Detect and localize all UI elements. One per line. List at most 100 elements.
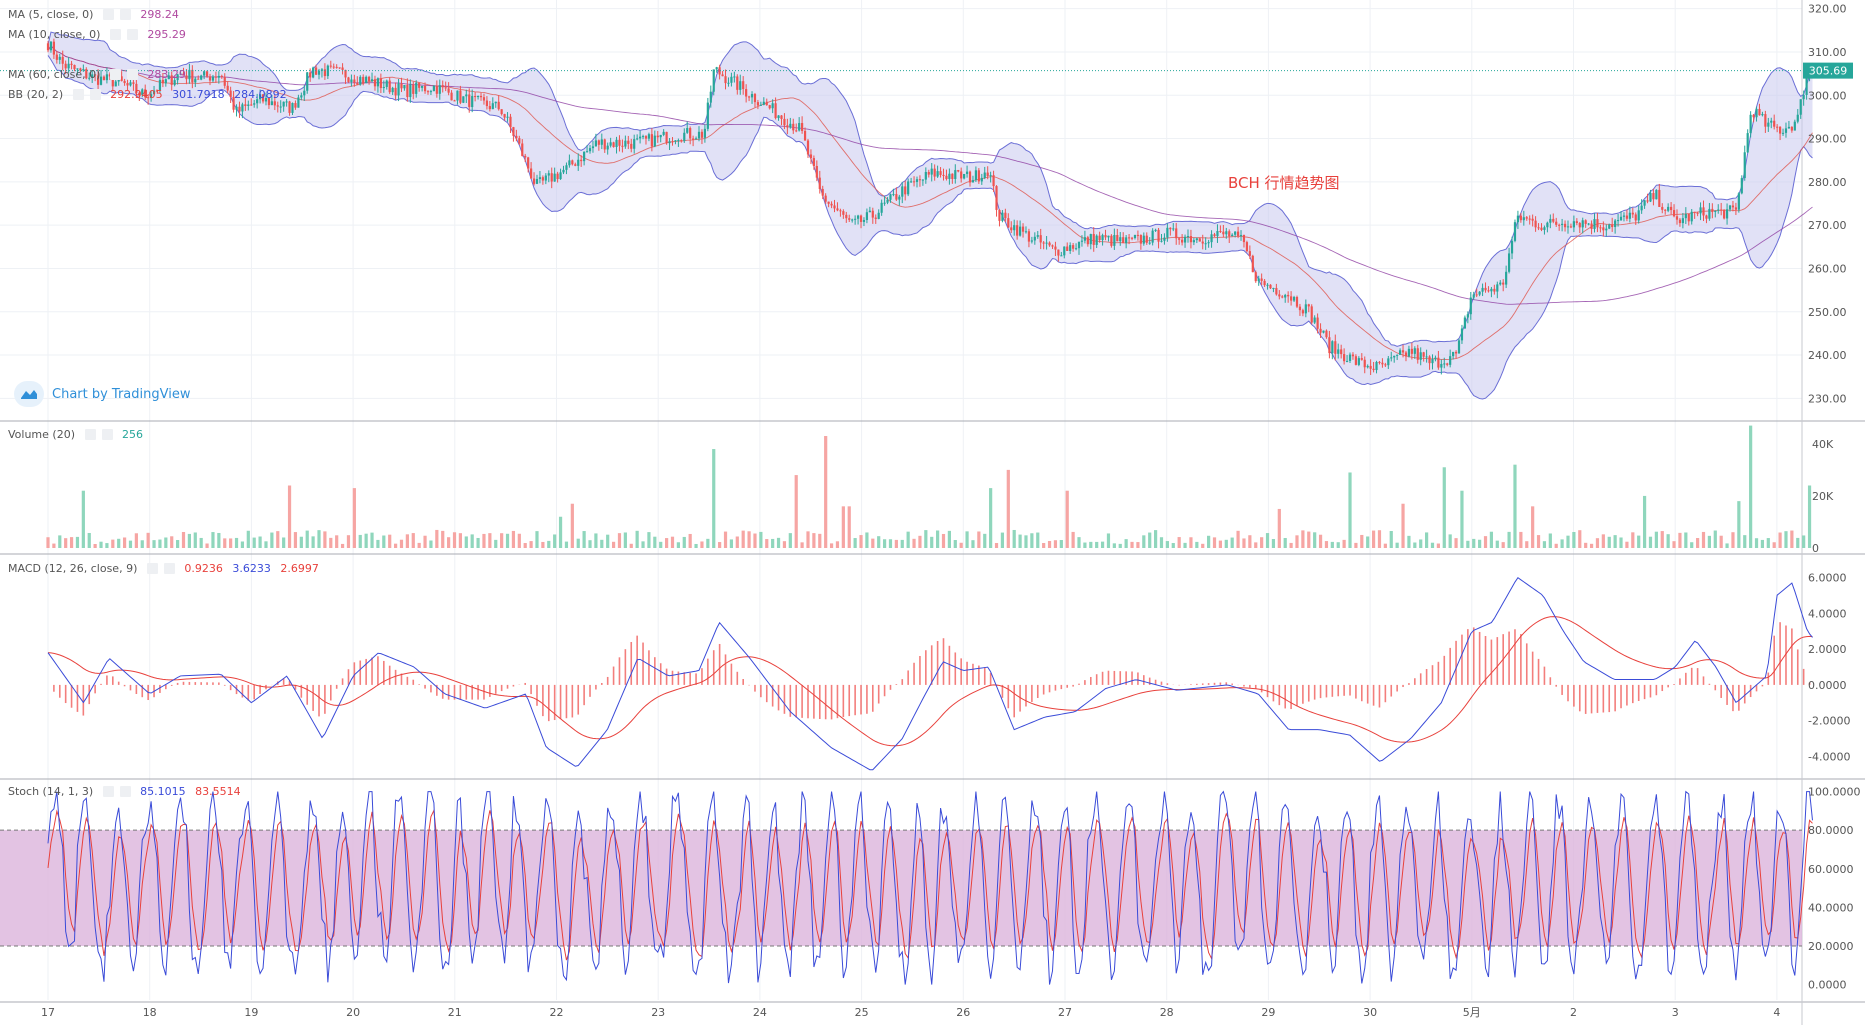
bb-label: BB (20, 2) [8, 88, 64, 101]
volume-bar [1230, 537, 1234, 548]
volume-bar [1165, 541, 1169, 548]
close-icon[interactable] [126, 69, 138, 80]
candle-body [1222, 231, 1225, 235]
candle-body [633, 139, 636, 149]
candle-body [792, 123, 795, 131]
time-axis-tick: 26 [956, 1006, 970, 1019]
candle-body [674, 140, 677, 142]
settings-icon[interactable] [109, 69, 121, 80]
candle-body [653, 135, 656, 147]
candle-body [771, 103, 774, 109]
candle-body [1714, 210, 1717, 212]
volume-bar [488, 533, 492, 548]
volume-bar [246, 530, 250, 548]
settings-icon[interactable] [72, 89, 84, 100]
volume-bar [1766, 538, 1770, 548]
candle-body [1723, 209, 1726, 219]
candle-body [677, 140, 680, 142]
volume-bar [629, 543, 633, 548]
settings-icon[interactable] [102, 786, 114, 797]
candle-body [530, 168, 533, 179]
candle-body [132, 82, 135, 84]
candle-body [1737, 193, 1740, 210]
ma-b-label: MA (10, close, 0) [8, 28, 101, 41]
candle-body [1357, 358, 1360, 365]
volume-bar [1513, 464, 1517, 548]
candle-body [373, 79, 377, 87]
candle-body [986, 172, 989, 177]
candle-body [1027, 231, 1031, 242]
close-icon[interactable] [126, 29, 138, 40]
candle-body [1295, 297, 1299, 307]
candle-body [694, 138, 698, 140]
candle-body [1260, 278, 1263, 281]
candle-body [1667, 206, 1670, 211]
candle-body [1398, 350, 1402, 355]
settings-icon[interactable] [146, 563, 158, 574]
volume-bar [128, 540, 133, 548]
volume-bar [1195, 541, 1199, 548]
volume-bar [305, 530, 309, 548]
volume-bar [429, 540, 433, 548]
candle-body [1183, 236, 1187, 243]
candle-body [1558, 224, 1561, 226]
price-axis-tick: 320.00 [1808, 3, 1847, 16]
volume-axis-tick: 0 [1812, 542, 1819, 555]
candle-body [650, 134, 653, 147]
volume-bar [806, 531, 810, 548]
volume-bar [617, 533, 622, 548]
candle-body [980, 177, 983, 182]
volume-bar [1554, 543, 1558, 548]
close-icon[interactable] [163, 563, 175, 574]
candle-body [1778, 126, 1782, 134]
candle-body [1640, 205, 1643, 211]
candle-body [977, 170, 980, 182]
candle-body [1139, 234, 1142, 244]
candle-body [1080, 240, 1084, 242]
volume-bar [75, 536, 80, 548]
volume-bar [594, 533, 598, 548]
candle-body [73, 64, 76, 70]
close-icon[interactable] [119, 786, 131, 797]
candle-body [329, 65, 332, 67]
volume-bar [1743, 535, 1747, 548]
volume-bar [776, 537, 781, 548]
settings-icon[interactable] [102, 9, 114, 20]
candle-body [1631, 212, 1634, 215]
volume-bar [1466, 540, 1470, 548]
candle-body [795, 130, 798, 132]
volume-bar [771, 538, 775, 548]
settings-icon[interactable] [109, 29, 121, 40]
candle-body [836, 208, 839, 211]
volume-bar [299, 536, 303, 548]
tradingview-watermark[interactable]: Chart by TradingView [14, 381, 190, 407]
settings-icon[interactable] [84, 429, 96, 440]
candle-body [49, 41, 53, 51]
candle-body [176, 74, 179, 81]
volume-bar [1083, 542, 1087, 548]
close-icon[interactable] [89, 89, 101, 100]
volume-bar [1089, 541, 1093, 548]
candle-body [1731, 205, 1735, 208]
candle-body [1354, 356, 1358, 365]
candle-body [241, 104, 244, 112]
candle-body [544, 175, 547, 181]
candle-body [155, 90, 159, 92]
volume-bar [600, 539, 604, 548]
volume-bar [1690, 542, 1694, 548]
volume-bar [1248, 535, 1252, 548]
candle-body [1375, 361, 1378, 371]
candle-body [1622, 215, 1626, 217]
candle-body [1537, 227, 1540, 229]
candle-body [1290, 296, 1293, 301]
candle-body [479, 95, 483, 98]
volume-bar [234, 537, 239, 548]
close-icon[interactable] [101, 429, 113, 440]
close-icon[interactable] [119, 9, 131, 20]
candle-body [94, 74, 97, 76]
stoch-axis-tick: 0.0000 [1808, 979, 1847, 992]
volume-bar [1442, 467, 1446, 548]
candle-body [989, 175, 992, 177]
candle-body [1010, 227, 1013, 231]
